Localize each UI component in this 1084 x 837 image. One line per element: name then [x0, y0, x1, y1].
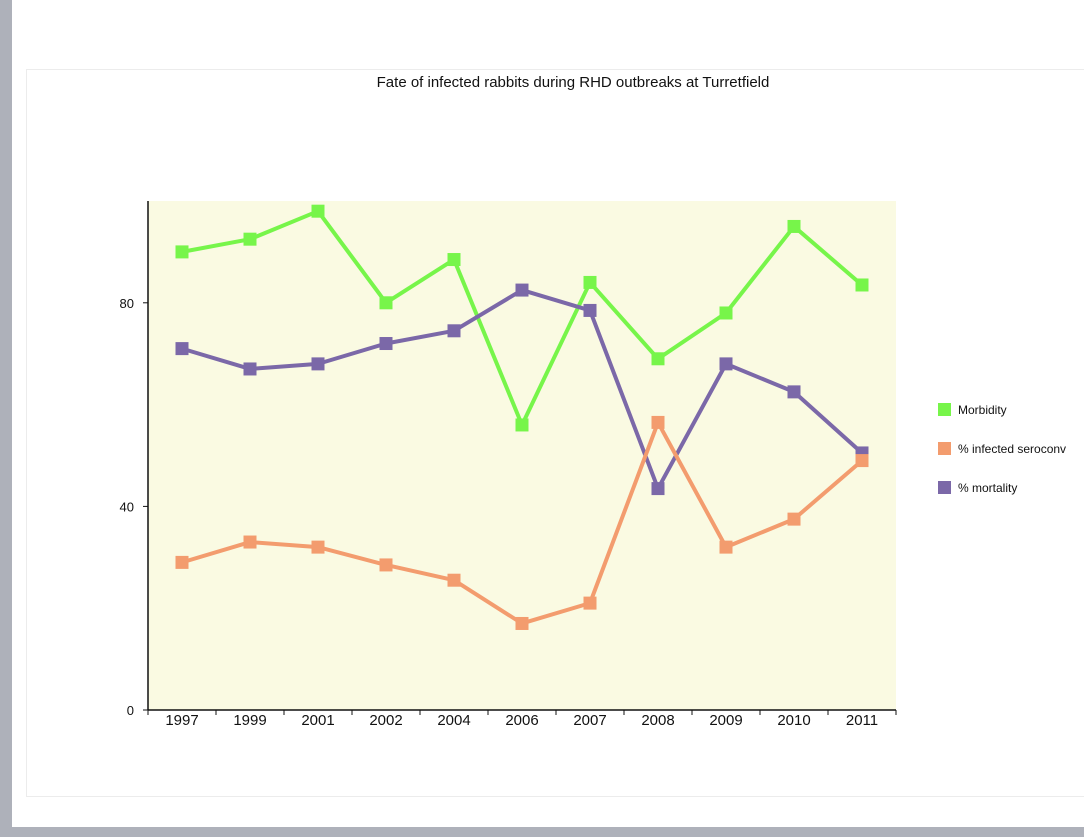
data-point: [719, 306, 733, 320]
data-point: [447, 324, 461, 338]
data-point: [719, 540, 733, 554]
data-point: [583, 303, 597, 317]
data-point: [447, 253, 461, 267]
series-morbidity: [175, 204, 869, 432]
legend-label: % infected seroconv: [958, 442, 1066, 456]
legend-swatch: [938, 442, 951, 455]
data-point: [515, 283, 529, 297]
data-point: [515, 418, 529, 432]
x-tick-label: 2010: [777, 712, 810, 729]
legend-label: % mortality: [958, 481, 1017, 495]
data-point: [379, 337, 393, 351]
x-tick-label: 2008: [641, 712, 674, 729]
data-point: [243, 232, 257, 246]
data-point: [719, 357, 733, 371]
x-tick-label: 2006: [505, 712, 538, 729]
legend-label: Morbidity: [958, 403, 1007, 417]
bottom-window-edge: [0, 827, 1084, 837]
data-point: [787, 385, 801, 399]
series-infected-seroconv: [175, 415, 869, 630]
data-point: [243, 362, 257, 376]
legend-swatch: [938, 481, 951, 494]
plot-background: [148, 201, 896, 710]
y-tick-label: 40: [120, 499, 134, 514]
data-point: [651, 415, 665, 429]
data-point: [855, 454, 869, 468]
data-point: [651, 352, 665, 366]
legend-item: % infected seroconv: [938, 442, 1066, 456]
x-axis: 1997 1999 2001 2002 2004 2006 2007 2008 2009 2010…: [147, 709, 897, 729]
x-tick-label: 2011: [846, 712, 878, 729]
line-chart: Fate of infected rabbits during RHD outb…: [120, 74, 1067, 729]
data-point: [175, 555, 189, 569]
data-point: [583, 596, 597, 610]
legend: Morbidity % infected seroconv % mortality: [938, 403, 1066, 495]
x-tick-label: 2009: [709, 712, 742, 729]
legend-item: Morbidity: [938, 403, 1007, 417]
y-tick-label: 0: [127, 703, 134, 718]
series-mortality: [175, 283, 869, 496]
data-point: [787, 512, 801, 526]
data-point: [515, 616, 529, 630]
left-window-edge: [0, 0, 12, 837]
y-tick-label: 80: [120, 296, 134, 311]
data-point: [855, 278, 869, 292]
x-tick-label: 2001: [301, 712, 334, 729]
data-point: [175, 245, 189, 259]
chart-title: Fate of infected rabbits during RHD outb…: [377, 74, 770, 91]
x-tick-label: 1997: [165, 712, 198, 729]
data-point: [379, 296, 393, 310]
data-point: [787, 219, 801, 233]
legend-item: % mortality: [938, 481, 1017, 495]
x-tick-label: 2004: [437, 712, 470, 729]
x-tick-label: 2002: [369, 712, 402, 729]
data-point: [311, 204, 325, 218]
data-point: [447, 573, 461, 587]
data-point: [175, 342, 189, 356]
data-point: [379, 558, 393, 572]
data-point: [311, 357, 325, 371]
legend-swatch: [938, 403, 951, 416]
data-point: [311, 540, 325, 554]
x-tick-label: 2007: [573, 712, 606, 729]
data-point: [243, 535, 257, 549]
y-axis: 0 40 80: [120, 201, 149, 718]
data-point: [583, 275, 597, 289]
data-point: [651, 482, 665, 496]
chart-card: Fate of infected rabbits during RHD outb…: [26, 69, 1084, 797]
x-tick-label: 1999: [233, 712, 266, 729]
series-layer: [175, 204, 869, 630]
